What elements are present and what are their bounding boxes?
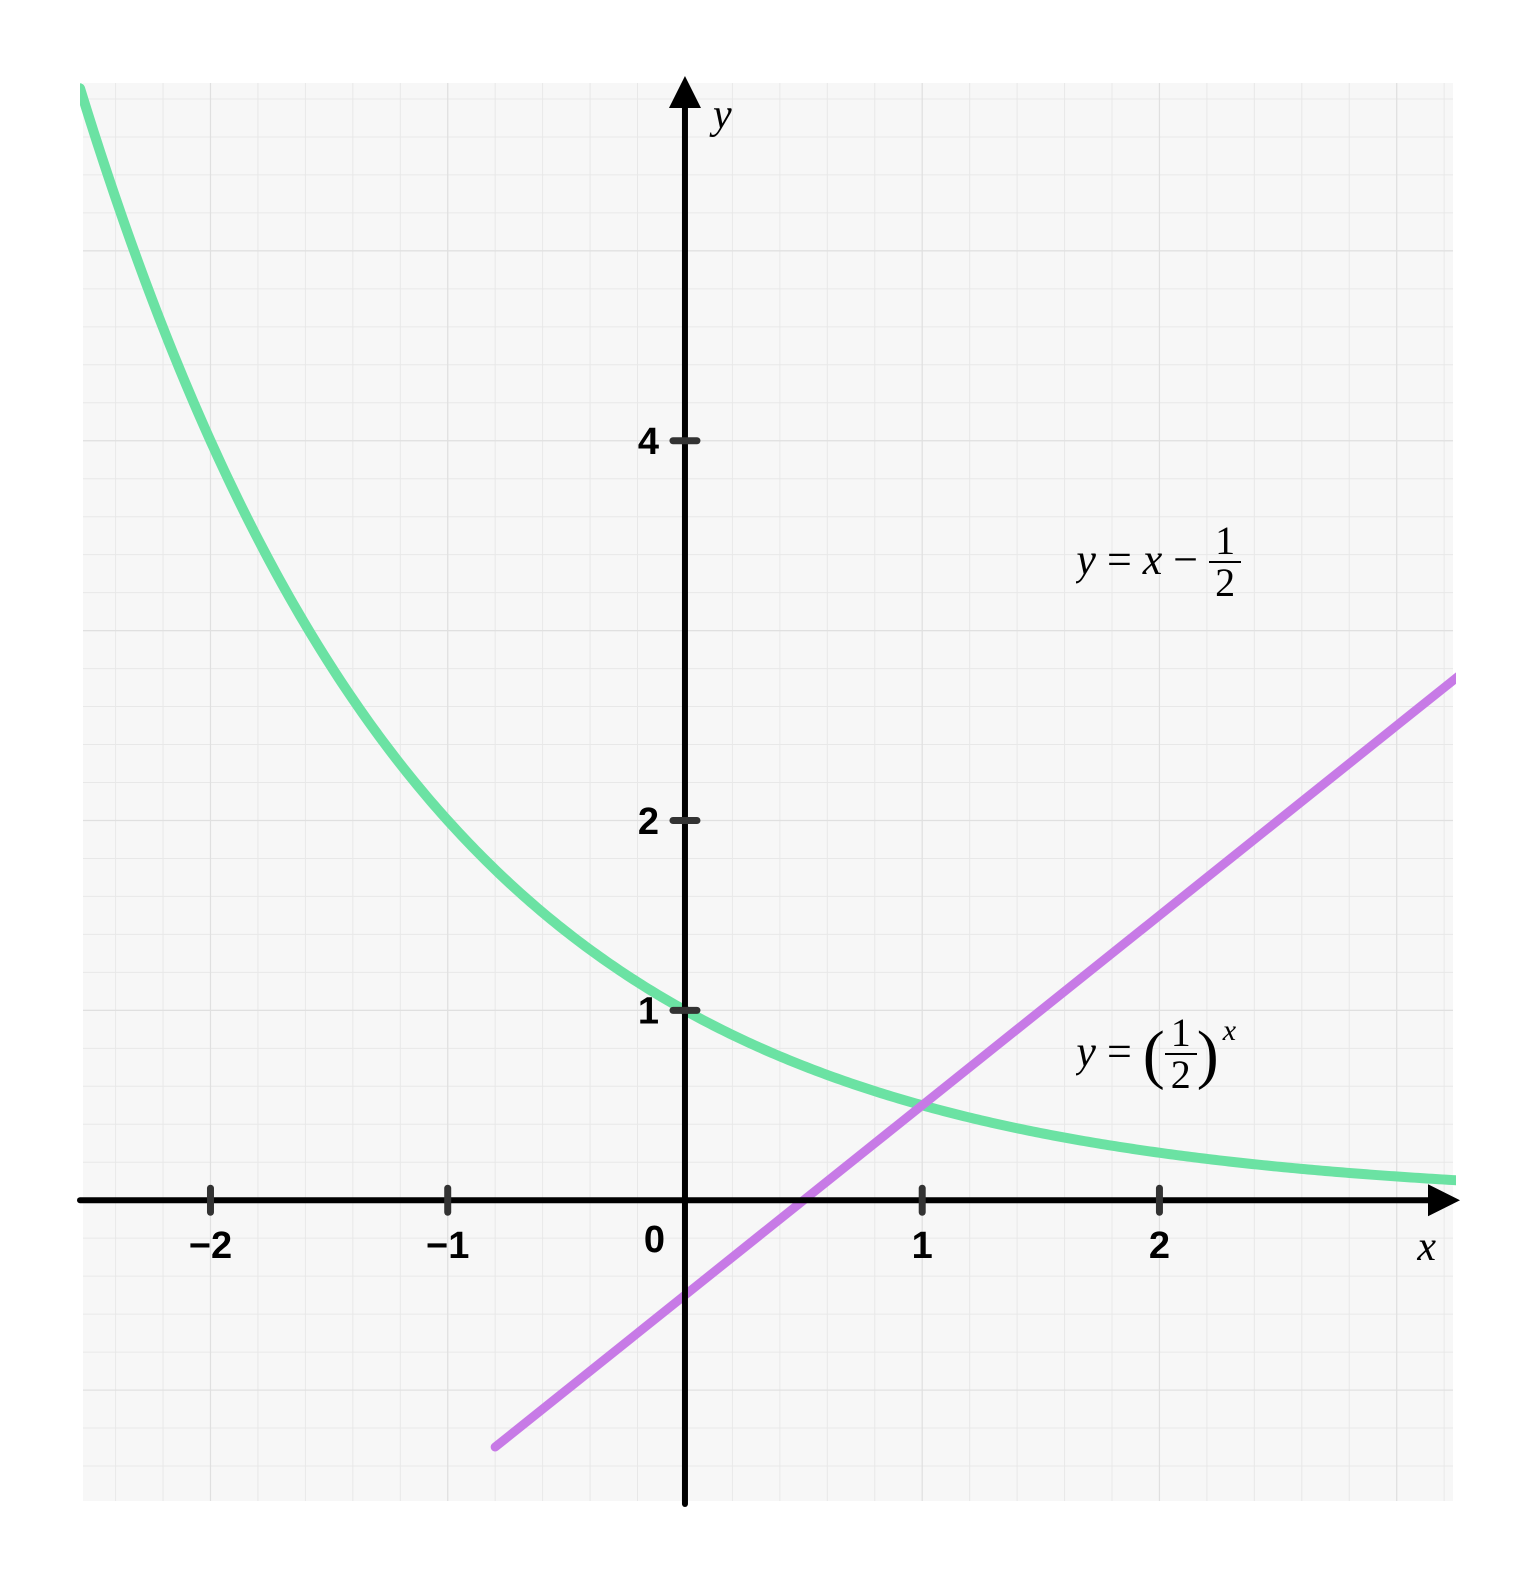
x-tick-label: −2: [189, 1225, 232, 1267]
y-tick-label: 2: [638, 801, 659, 843]
x-axis-label: x: [1416, 1224, 1436, 1270]
y-tick-label: 4: [638, 421, 659, 463]
chart-svg: −2 −1 1 2 1 2 4 0 x y y = x − 12 y = (12)x: [0, 0, 1536, 1584]
chart-container: −2 −1 1 2 1 2 4 0 x y y = x − 12 y = (12)x: [0, 0, 1536, 1584]
x-tick-label: −1: [426, 1225, 469, 1267]
y-axis-label: y: [709, 92, 732, 138]
x-tick-label: 2: [1149, 1225, 1170, 1267]
equation-linear-label: y = x − 12: [1076, 523, 1496, 683]
x-tick-label: 1: [912, 1225, 933, 1267]
y-tick-label: 1: [638, 991, 659, 1033]
origin-label: 0: [644, 1219, 665, 1261]
plot-bg: [80, 80, 1456, 1504]
equation-exponential-label: y = (12)x: [1076, 1007, 1496, 1167]
